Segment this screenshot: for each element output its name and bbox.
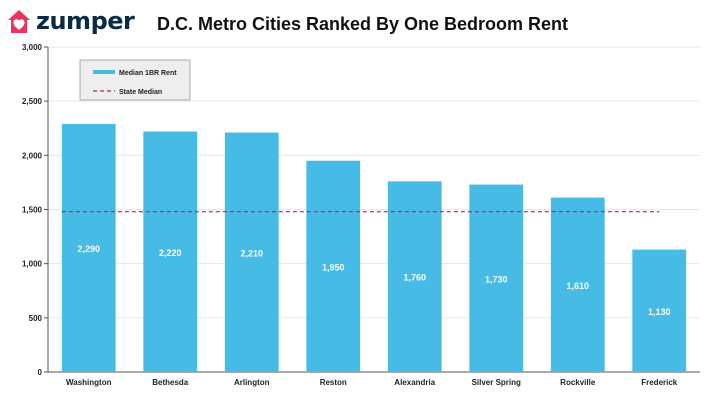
x-tick-label: Alexandria — [394, 378, 435, 387]
bar-value-label: 2,210 — [240, 248, 263, 258]
bar-value-label: 2,220 — [159, 248, 182, 258]
zumper-logo: zumper — [4, 6, 135, 36]
brand-name: zumper — [36, 7, 135, 35]
labels: 0 500 1,000 1,500 2,000 2,500 3,000 2,290 Washin… — [22, 43, 678, 387]
y-tick-label: 2,000 — [22, 151, 43, 160]
bar — [224, 132, 279, 372]
x-tick-label: Rockville — [560, 378, 596, 387]
bar — [306, 160, 361, 372]
legend-label-state-median: State Median — [119, 89, 162, 96]
bar — [143, 131, 198, 372]
y-tick-label: 3,000 — [22, 43, 43, 52]
bar-value-label: 1,610 — [566, 281, 589, 291]
bar — [550, 197, 605, 372]
x-tick-label: Reston — [320, 378, 347, 387]
x-tick-label: Bethesda — [152, 378, 189, 387]
x-tick-label: Washington — [66, 378, 112, 387]
y-tick-label: 500 — [29, 314, 43, 323]
chart-title: D.C. Metro Cities Ranked By One Bedroom … — [156, 14, 569, 34]
y-tick-label: 0 — [38, 368, 43, 377]
bar-value-label: 2,290 — [77, 244, 100, 254]
legend-label-median-rent: Median 1BR Rent — [119, 70, 177, 77]
y-tick-label: 1,500 — [22, 206, 43, 215]
x-tick-label: Frederick — [641, 378, 678, 387]
legend-swatch-bar — [93, 70, 115, 74]
y-tick-label: 2,500 — [22, 97, 43, 106]
bar-value-label: 1,730 — [485, 274, 508, 284]
legend: Median 1BR Rent State Median — [79, 59, 191, 101]
x-tick-label: Arlington — [234, 378, 270, 387]
x-tick-label: Silver Spring — [472, 378, 521, 387]
house-heart-icon — [8, 10, 30, 33]
bars — [61, 123, 687, 373]
legend-box — [79, 59, 191, 101]
bar-value-label: 1,760 — [403, 273, 426, 283]
bar — [632, 249, 687, 372]
bar — [387, 181, 442, 372]
bar-value-label: 1,950 — [322, 262, 345, 272]
bar-value-label: 1,130 — [648, 307, 671, 317]
bar — [61, 123, 116, 373]
bar — [469, 184, 524, 372]
y-tick-label: 1,000 — [22, 260, 43, 269]
